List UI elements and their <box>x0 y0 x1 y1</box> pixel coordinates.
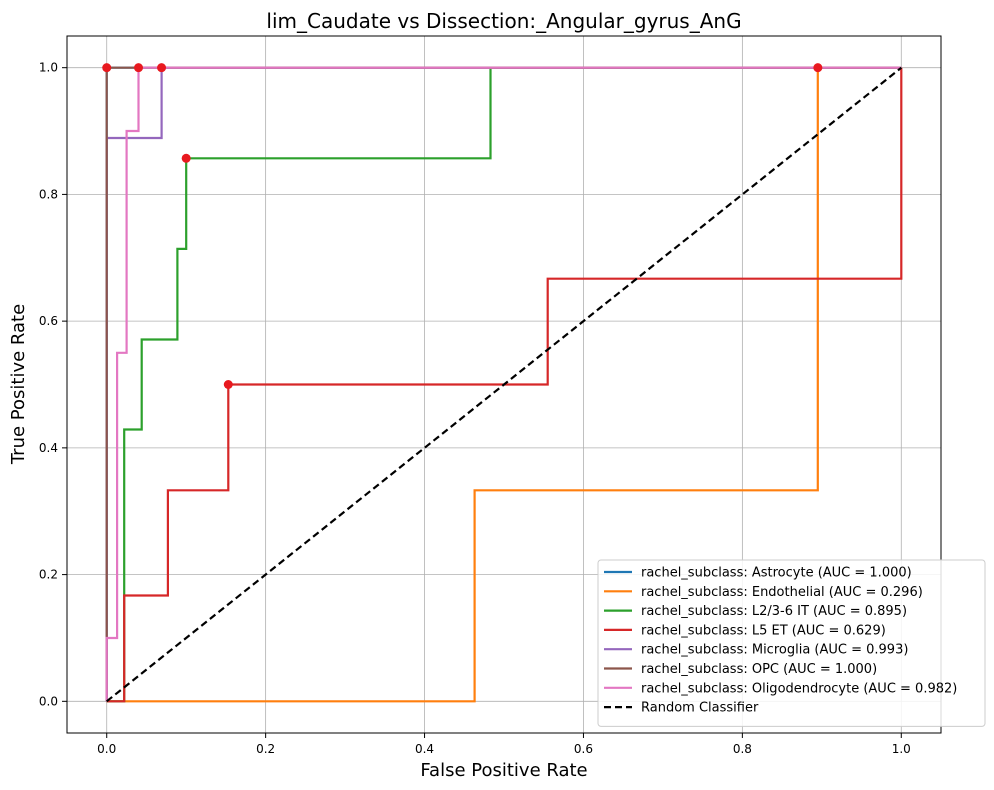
legend: rachel_subclass: Astrocyte (AUC = 1.000)… <box>597 559 986 727</box>
legend-label: Random Classifier <box>641 701 759 716</box>
legend-label: rachel_subclass: L2/3-6 IT (AUC = 0.895) <box>641 604 907 619</box>
threshold-point <box>813 63 823 73</box>
legend-label: rachel_subclass: Endothelial (AUC = 0.29… <box>641 585 923 600</box>
y-axis-title: True Positive Rate <box>8 304 29 465</box>
x-tick-label: 0.6 <box>574 742 593 756</box>
legend-box <box>597 559 986 727</box>
x-tick-label: 0.2 <box>256 742 275 756</box>
series-line-7 <box>105 66 902 702</box>
legend-label: rachel_subclass: Oligodendrocyte (AUC = … <box>641 681 957 696</box>
series-line-4 <box>106 67 903 703</box>
x-tick-label: 1.0 <box>892 742 911 756</box>
chart-title: lim_Caudate vs Dissection:_Angular_gyrus… <box>266 9 741 33</box>
legend-label: rachel_subclass: OPC (AUC = 1.000) <box>641 662 877 677</box>
y-tick-label: 0.6 <box>39 314 58 328</box>
legend-label: rachel_subclass: Astrocyte (AUC = 1.000) <box>641 566 912 581</box>
threshold-point <box>223 380 233 389</box>
legend-label: rachel_subclass: Microglia (AUC = 0.993) <box>641 643 908 658</box>
y-tick-label: 0.2 <box>39 568 58 582</box>
series-line-3 <box>106 66 902 703</box>
y-tick-label: 1.0 <box>39 61 58 75</box>
threshold-point <box>157 63 167 73</box>
y-tick-label: 0.0 <box>39 694 58 708</box>
threshold-point <box>102 63 112 73</box>
legend-label: rachel_subclass: L5 ET (AUC = 0.629) <box>641 623 886 638</box>
y-tick-label: 0.4 <box>39 441 58 455</box>
threshold-point <box>134 63 144 73</box>
random-classifier-line <box>106 66 902 703</box>
plot-frame <box>66 35 942 734</box>
axis-ticks: 0.0 0.2 0.4 0.6 0.8 1.0 0.0 0.2 0.4 0.6 0.8 1.0 <box>39 61 911 756</box>
threshold-point <box>181 153 191 163</box>
y-tick-label: 0.8 <box>39 187 58 201</box>
x-tick-label: 0.0 <box>97 742 116 756</box>
marker-layer <box>102 63 823 389</box>
x-tick-label: 0.4 <box>415 742 434 756</box>
x-axis-title: False Positive Rate <box>420 760 587 781</box>
x-tick-label: 0.8 <box>733 742 752 756</box>
